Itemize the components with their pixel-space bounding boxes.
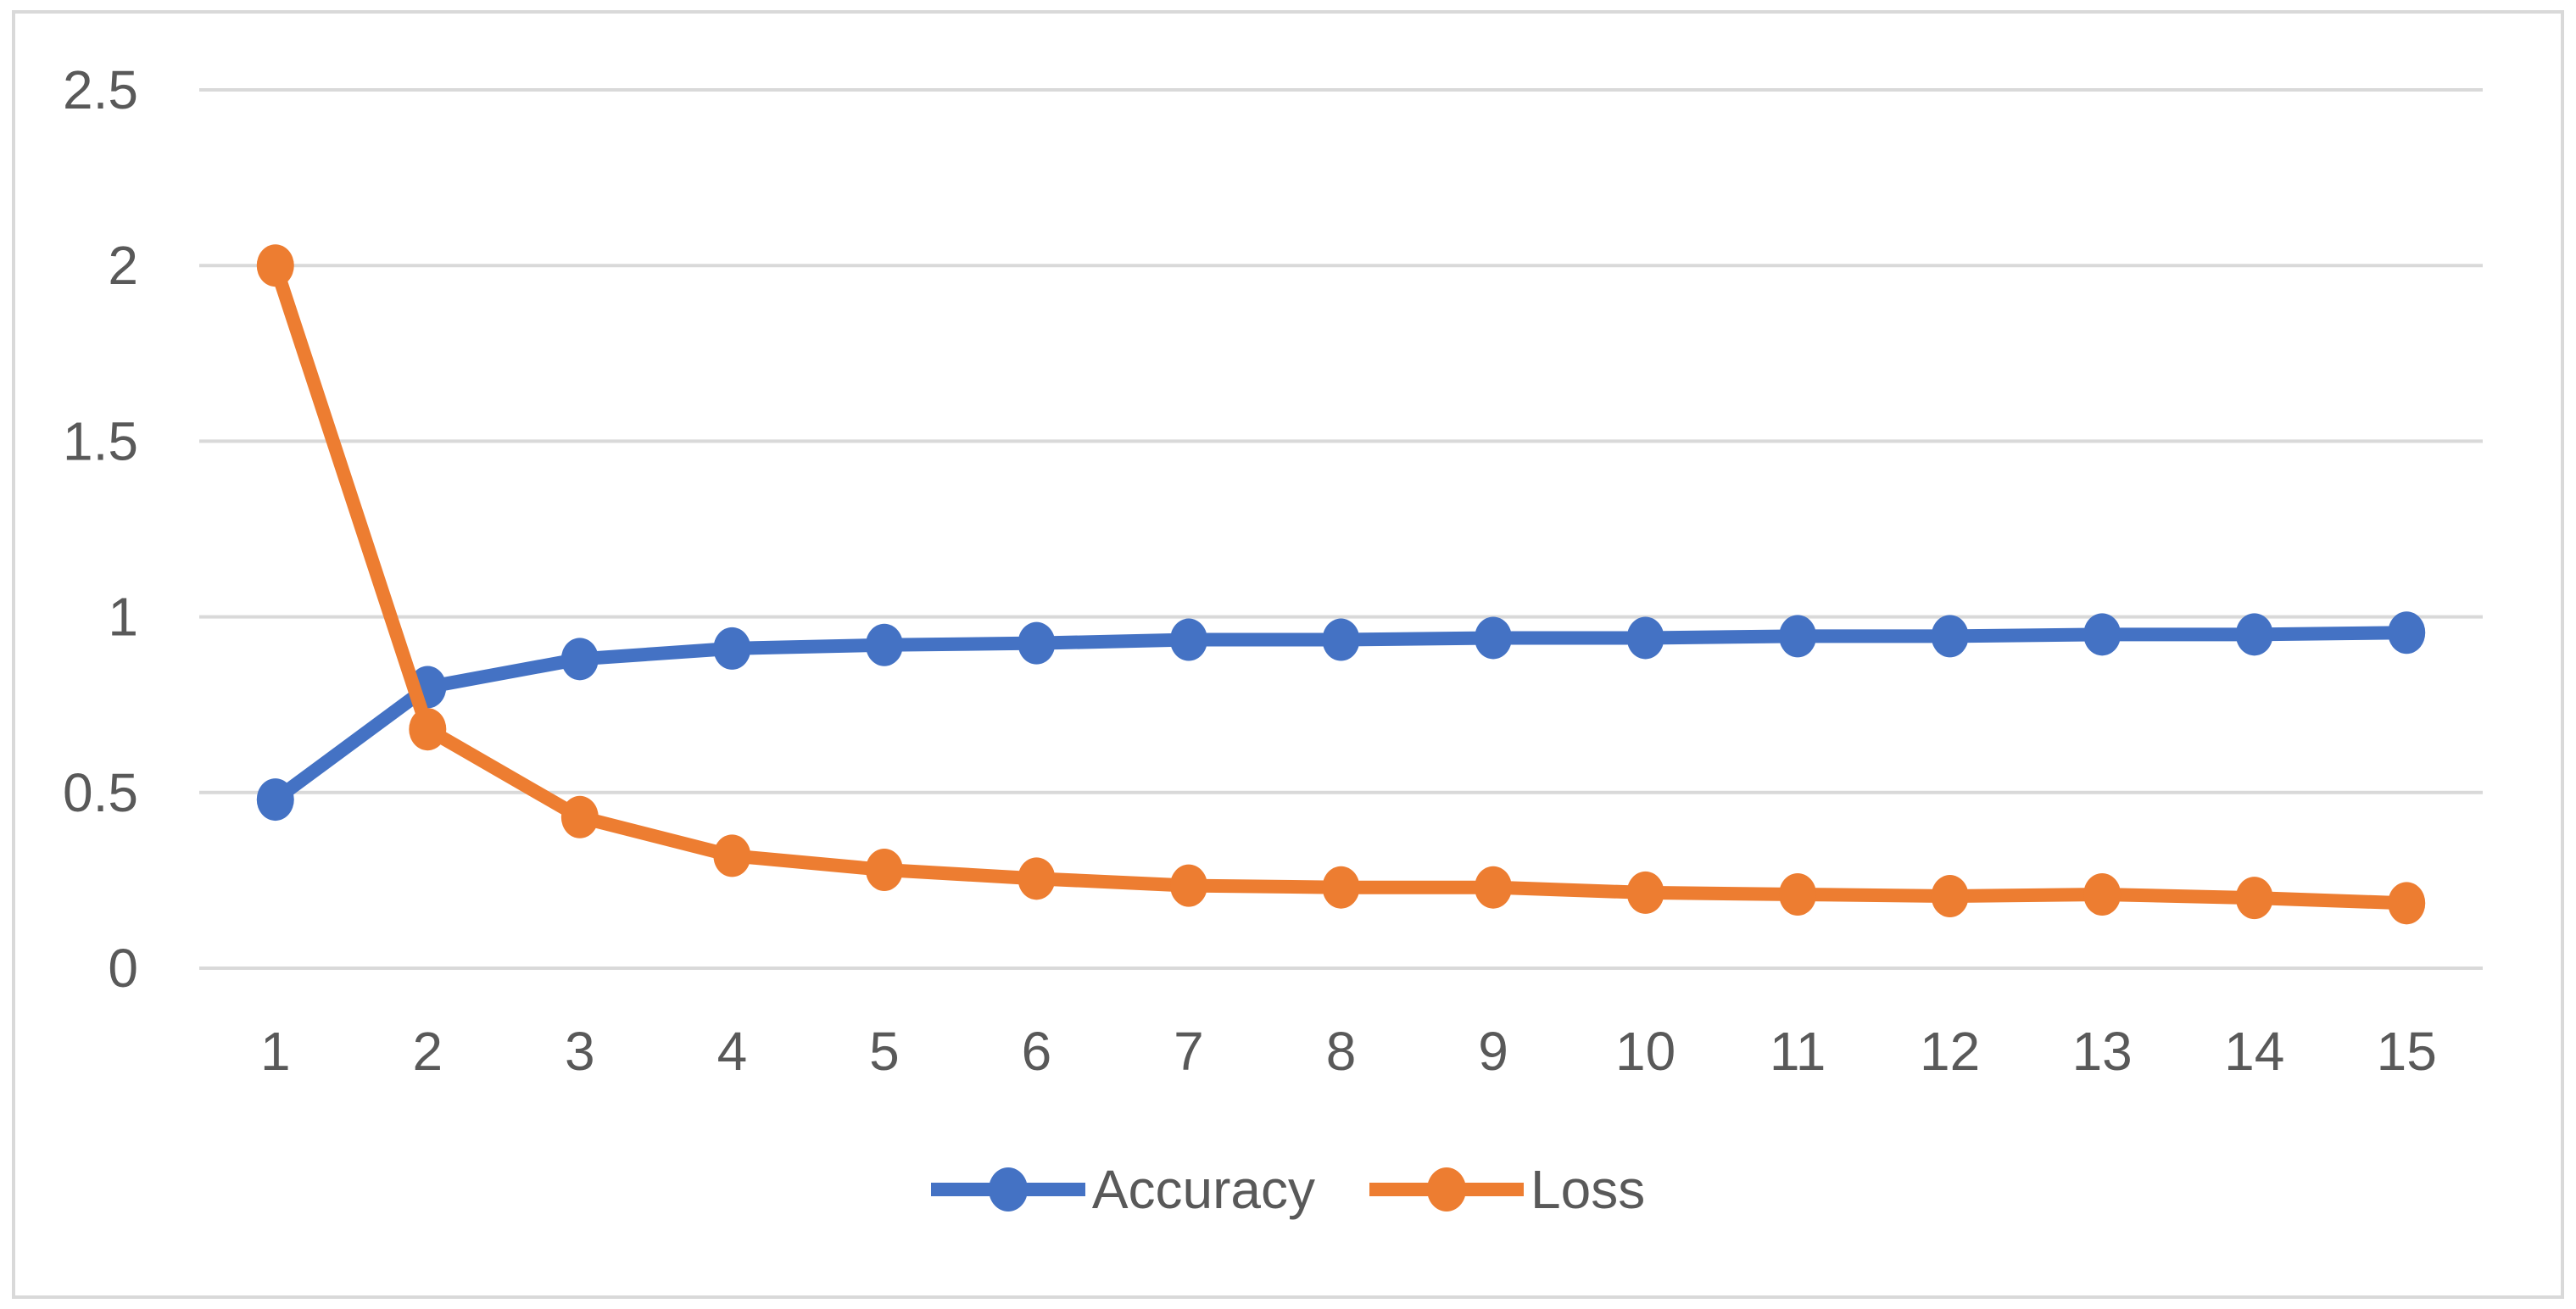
x-tick-label-14: 14 [2224, 1021, 2284, 1082]
y-tick-label-1: 1 [108, 587, 138, 648]
loss-marker-15 [2388, 882, 2426, 925]
loss-marker-5 [865, 848, 903, 891]
loss-marker-12 [1931, 875, 1969, 918]
x-tick-label-8: 8 [1326, 1021, 1357, 1082]
x-tick-label-4: 4 [717, 1021, 748, 1082]
accuracy-marker-10 [1626, 616, 1664, 660]
accuracy-marker-13 [2083, 613, 2122, 656]
accuracy-marker-7 [1169, 618, 1207, 661]
loss-marker-4 [713, 834, 751, 877]
loss-marker-8 [1322, 866, 1360, 909]
loss-marker-14 [2235, 877, 2273, 920]
loss-marker-3 [560, 795, 599, 838]
y-tick-label-2: 2 [108, 235, 138, 296]
accuracy-legend-marker-icon [930, 1167, 1085, 1212]
accuracy-marker-12 [1931, 615, 1969, 658]
y-tick-label-0: 0 [108, 938, 138, 999]
y-tick-label-2.5: 2.5 [63, 59, 138, 120]
accuracy-marker-8 [1322, 618, 1360, 661]
accuracy-marker-5 [865, 623, 903, 666]
y-tick-label-0.5: 0.5 [63, 762, 138, 823]
accuracy-marker-11 [1779, 615, 1817, 658]
accuracy-marker-9 [1475, 616, 1513, 660]
x-tick-label-9: 9 [1478, 1021, 1508, 1082]
x-tick-label-10: 10 [1615, 1021, 1676, 1082]
chart-border [12, 10, 2564, 1299]
loss-marker-9 [1475, 866, 1513, 909]
legend-item-accuracy: Accuracy [930, 1159, 1315, 1220]
loss-marker-13 [2083, 872, 2122, 916]
loss-marker-2 [409, 708, 447, 751]
x-tick-label-11: 11 [1770, 1021, 1826, 1082]
x-tick-label-13: 13 [2072, 1021, 2133, 1082]
loss-marker-10 [1626, 871, 1664, 914]
x-tick-label-5: 5 [869, 1021, 900, 1082]
accuracy-marker-6 [1018, 621, 1056, 665]
accuracy-marker-4 [713, 627, 751, 670]
legend-label-accuracy: Accuracy [1091, 1159, 1315, 1220]
accuracy-marker-3 [560, 638, 599, 681]
x-tick-label-7: 7 [1174, 1021, 1204, 1082]
y-tick-label-1.5: 1.5 [63, 410, 138, 471]
x-tick-label-1: 1 [260, 1021, 291, 1082]
x-tick-label-2: 2 [413, 1021, 443, 1082]
x-tick-label-15: 15 [2377, 1021, 2437, 1082]
loss-marker-11 [1779, 872, 1817, 916]
x-tick-label-3: 3 [565, 1021, 595, 1082]
chart-legend: Accuracy Loss [0, 1162, 2576, 1217]
loss-marker-7 [1169, 864, 1207, 907]
accuracy-marker-15 [2388, 611, 2426, 654]
x-tick-label-6: 6 [1022, 1021, 1052, 1082]
legend-label-loss: Loss [1531, 1159, 1646, 1220]
accuracy-marker-1 [256, 778, 294, 822]
accuracy-marker-14 [2235, 613, 2273, 656]
loss-marker-6 [1018, 857, 1056, 900]
loss-legend-marker-icon [1369, 1167, 1524, 1212]
legend-item-loss: Loss [1369, 1162, 1645, 1217]
loss-marker-1 [256, 244, 294, 287]
x-tick-label-12: 12 [1920, 1021, 1980, 1082]
